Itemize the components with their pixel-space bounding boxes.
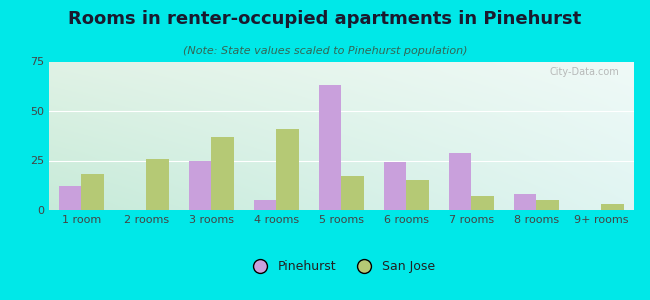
Bar: [146, 158, 169, 210]
Bar: [536, 200, 559, 210]
Bar: [341, 176, 364, 210]
Bar: [318, 85, 341, 210]
Bar: [471, 196, 494, 210]
Bar: [406, 180, 429, 210]
Bar: [254, 200, 276, 210]
Bar: [211, 137, 234, 210]
Legend: Pinehurst, San Jose: Pinehurst, San Jose: [243, 255, 439, 278]
Text: City-Data.com: City-Data.com: [549, 68, 619, 77]
Bar: [81, 174, 104, 210]
Bar: [601, 204, 624, 210]
Text: Rooms in renter-occupied apartments in Pinehurst: Rooms in renter-occupied apartments in P…: [68, 11, 582, 28]
Bar: [188, 160, 211, 210]
Bar: [384, 163, 406, 210]
Bar: [448, 153, 471, 210]
Bar: [58, 186, 81, 210]
Text: (Note: State values scaled to Pinehurst population): (Note: State values scaled to Pinehurst …: [183, 46, 467, 56]
Bar: [514, 194, 536, 210]
Bar: [276, 129, 299, 210]
